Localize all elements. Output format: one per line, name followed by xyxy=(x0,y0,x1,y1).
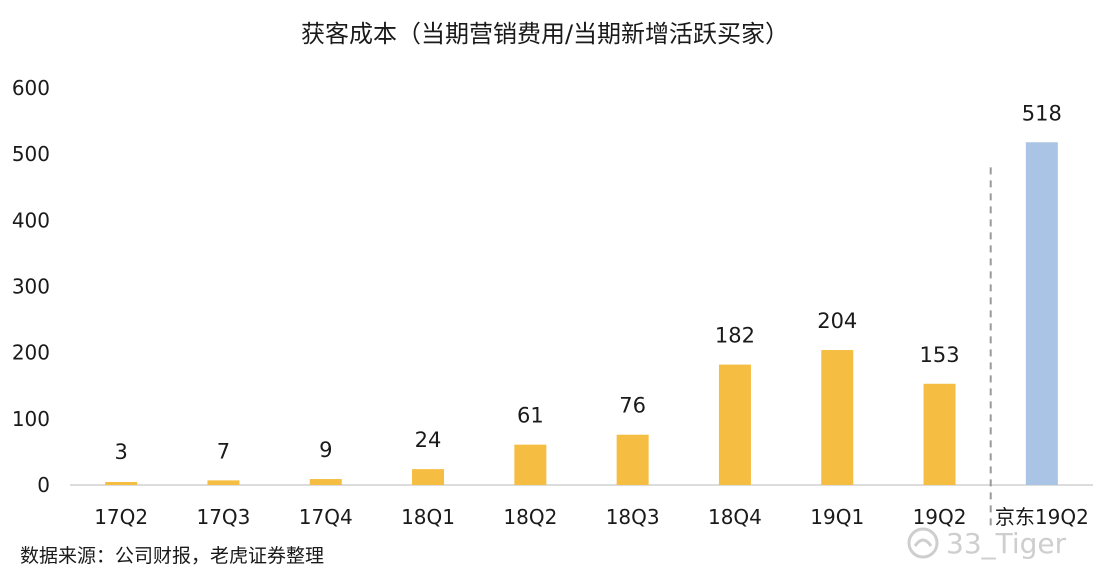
x-tick-label: 17Q3 xyxy=(196,505,250,529)
x-tick-label: 18Q2 xyxy=(503,505,557,529)
y-tick-label: 500 xyxy=(12,142,50,166)
bar xyxy=(105,482,138,485)
x-tick-label: 17Q4 xyxy=(299,505,353,529)
bars xyxy=(105,142,1058,486)
source-note: 数据来源：公司财报，老虎证券整理 xyxy=(20,545,325,567)
y-tick-label: 0 xyxy=(37,473,50,497)
bar xyxy=(1025,142,1058,486)
bar xyxy=(718,364,751,485)
y-tick-label: 300 xyxy=(12,275,50,299)
watermark: 33_Tiger xyxy=(906,526,1066,560)
data-label: 9 xyxy=(319,438,332,462)
x-tick-label: 19Q2 xyxy=(913,505,967,529)
bar xyxy=(309,479,342,485)
x-tick-label: 18Q1 xyxy=(401,505,455,529)
data-label: 3 xyxy=(114,440,127,464)
bar xyxy=(821,350,854,485)
y-tick-label: 400 xyxy=(12,208,50,232)
x-tick-label: 京东19Q2 xyxy=(995,505,1089,529)
data-label: 182 xyxy=(715,324,755,348)
y-tick-label: 100 xyxy=(12,407,50,431)
x-tick-label: 18Q3 xyxy=(606,505,660,529)
data-label: 204 xyxy=(817,309,857,333)
bar xyxy=(412,469,445,485)
x-tick-label: 19Q1 xyxy=(810,505,864,529)
bar xyxy=(616,434,649,485)
data-label: 518 xyxy=(1022,101,1062,125)
y-tick-label: 200 xyxy=(12,341,50,365)
chart-title: 获客成本（当期营销费用/当期新增活跃买家） xyxy=(301,20,789,48)
data-labels: 3 7 9 24 61 76 182 204 153 518 xyxy=(114,101,1061,464)
y-axis-ticks: 0 100 200 300 400 500 600 xyxy=(12,76,50,497)
x-tick-label: 17Q2 xyxy=(94,505,148,529)
tiger-logo-icon xyxy=(907,527,939,559)
data-label: 76 xyxy=(619,394,646,418)
bar xyxy=(207,480,240,485)
data-label: 24 xyxy=(415,428,442,452)
bar xyxy=(514,444,547,485)
data-label: 7 xyxy=(217,439,230,463)
bar xyxy=(923,383,956,485)
watermark-text: 33_Tiger xyxy=(946,526,1067,560)
x-tick-label: 18Q4 xyxy=(708,505,762,529)
data-label: 153 xyxy=(920,343,960,367)
data-label: 61 xyxy=(517,404,544,428)
y-tick-label: 600 xyxy=(12,76,50,100)
x-axis-ticks: 17Q2 17Q3 17Q4 18Q1 18Q2 18Q3 18Q4 19Q1 19Q2 京东19… xyxy=(94,505,1089,529)
